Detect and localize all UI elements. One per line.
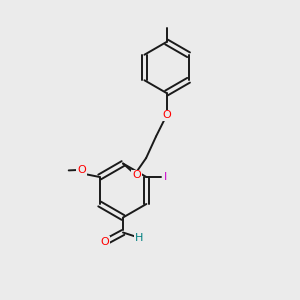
Text: O: O bbox=[162, 110, 171, 121]
Text: I: I bbox=[164, 172, 167, 182]
Text: O: O bbox=[132, 170, 141, 181]
Text: O: O bbox=[77, 165, 86, 175]
Text: H: H bbox=[134, 233, 143, 243]
Text: O: O bbox=[100, 237, 109, 247]
